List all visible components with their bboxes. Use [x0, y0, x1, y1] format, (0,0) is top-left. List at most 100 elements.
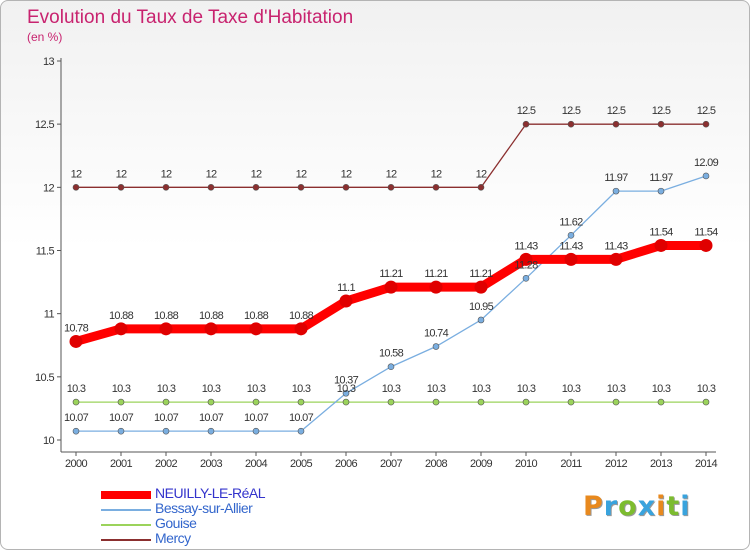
data-point — [564, 252, 578, 266]
data-point — [474, 280, 488, 294]
data-point — [297, 427, 305, 435]
data-point — [294, 322, 308, 336]
data-point — [69, 334, 83, 348]
data-label: 12 — [161, 168, 172, 180]
data-label: 12.5 — [607, 105, 626, 117]
y-tick-label: 11.5 — [36, 246, 55, 258]
x-tick-label: 2006 — [335, 458, 358, 470]
data-labels-layer: 10.78 10.88 10.88 10.88 10.88 10.88 11.1 11.21 1… — [64, 105, 719, 424]
data-point — [522, 274, 530, 282]
x-tick-label: 2014 — [695, 458, 718, 470]
data-point — [207, 398, 215, 406]
data-point — [429, 280, 443, 294]
data-label: 12 — [296, 168, 307, 180]
data-label: 10.88 — [154, 310, 179, 322]
data-point — [342, 389, 350, 397]
legend-swatch — [101, 509, 151, 511]
series-layer — [69, 120, 713, 435]
data-point — [702, 172, 710, 180]
x-tick-label: 2002 — [155, 458, 178, 470]
data-point — [342, 398, 350, 406]
proxiti-logo: Proxiti — [583, 491, 691, 522]
data-label: 12 — [386, 168, 397, 180]
x-tick-label: 2004 — [245, 458, 268, 470]
data-point — [387, 398, 395, 406]
y-tick-label: 12 — [43, 182, 55, 194]
x-tick-label: 2001 — [110, 458, 133, 470]
x-tick-label: 2010 — [515, 458, 538, 470]
data-point — [522, 120, 530, 128]
legend-swatch — [101, 539, 151, 541]
data-point — [387, 363, 395, 371]
data-point — [162, 427, 170, 435]
data-label: 12.5 — [652, 105, 671, 117]
legend-label: Bessay-sur-Allier — [155, 500, 253, 516]
legend-swatch — [101, 524, 151, 526]
data-point — [339, 294, 353, 308]
data-point — [342, 184, 350, 191]
data-point — [567, 120, 575, 128]
data-label: 12 — [341, 168, 352, 180]
data-label: 10.3 — [382, 383, 401, 395]
data-label: 10.07 — [154, 412, 179, 424]
data-point — [252, 427, 260, 435]
x-tick-label: 2013 — [650, 458, 673, 470]
data-label: 11.21 — [379, 268, 403, 280]
data-label: 10.37 — [334, 374, 359, 386]
data-point — [702, 120, 710, 128]
data-label: 11.43 — [604, 240, 628, 252]
data-label: 10.88 — [109, 310, 134, 322]
data-label: 11.21 — [424, 268, 448, 280]
data-label: 12 — [476, 168, 487, 180]
data-label: 10.3 — [292, 383, 311, 395]
data-label: 10.3 — [157, 383, 176, 395]
data-label: 10.07 — [109, 412, 134, 424]
data-label: 10.74 — [424, 328, 449, 340]
data-point — [657, 187, 665, 195]
x-tick-label: 2005 — [290, 458, 313, 470]
data-label: 10.07 — [289, 412, 314, 424]
data-label: 11.21 — [469, 268, 493, 280]
data-point — [657, 120, 665, 128]
x-tick-label: 2008 — [425, 458, 448, 470]
data-label: 11.28 — [514, 259, 538, 271]
data-label: 10.3 — [112, 383, 131, 395]
data-label: 10.07 — [64, 412, 89, 424]
x-tick-label: 2000 — [65, 458, 88, 470]
data-label: 10.3 — [472, 383, 491, 395]
data-label: 10.3 — [697, 383, 716, 395]
data-point — [609, 252, 623, 266]
data-label: 11.97 — [649, 172, 673, 184]
data-point — [72, 398, 80, 406]
data-point — [252, 398, 260, 406]
data-point — [477, 316, 485, 324]
legend-swatch — [101, 491, 151, 499]
data-point — [567, 398, 575, 406]
data-point — [612, 120, 620, 128]
data-point — [117, 184, 125, 191]
y-tick-label: 10 — [43, 435, 55, 447]
data-label: 10.88 — [244, 310, 269, 322]
data-label: 10.07 — [199, 412, 224, 424]
data-label: 10.3 — [202, 383, 221, 395]
data-point — [519, 252, 533, 266]
y-tick-label: 12.5 — [35, 119, 54, 131]
chart-subtitle: (en %) — [27, 30, 63, 44]
data-label: 11.54 — [694, 226, 718, 238]
data-point — [477, 184, 485, 191]
legend-label: Mercy — [155, 530, 191, 546]
data-label: 12 — [206, 168, 217, 180]
data-label: 12 — [431, 168, 442, 180]
data-point — [162, 398, 170, 406]
data-label: 11.1 — [337, 282, 355, 294]
data-point — [612, 398, 620, 406]
data-label: 10.3 — [562, 383, 581, 395]
data-label: 10.95 — [469, 301, 494, 313]
data-label: 11.54 — [649, 226, 673, 238]
data-point — [477, 398, 485, 406]
data-label: 12 — [116, 168, 127, 180]
y-tick-label: 10.5 — [35, 372, 54, 384]
data-label: 11.97 — [604, 172, 628, 184]
chart-title: Evolution du Taux de Taxe d'Habitation — [27, 7, 354, 28]
